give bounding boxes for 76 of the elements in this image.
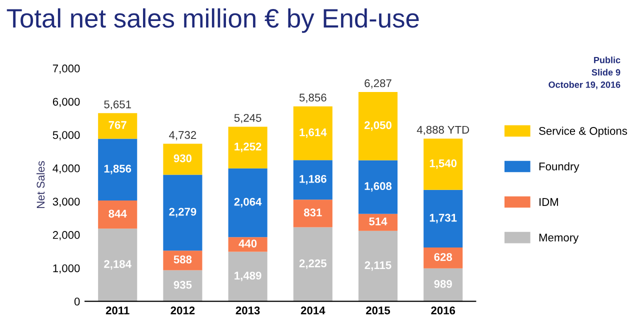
data-label: 2,115 (364, 261, 392, 271)
x-tick-label: 2015 (366, 306, 390, 314)
data-label: 588 (174, 256, 192, 264)
bar (424, 138, 463, 190)
data-label: 1,489 (234, 272, 262, 282)
bar (228, 252, 268, 302)
text: October 19, 2016 (548, 81, 620, 90)
data-label: 1,608 (364, 182, 392, 192)
x-tick-label: 2014 (300, 306, 326, 314)
data-label: 831 (304, 208, 322, 216)
bar (163, 174, 202, 251)
bar (98, 138, 138, 201)
bar (293, 106, 332, 160)
data-label: 628 (434, 253, 452, 261)
bar (293, 227, 332, 302)
bar (98, 113, 138, 139)
data-label: 989 (434, 280, 452, 288)
x-tick-label: 2012 (170, 306, 195, 314)
y-tick-label: 3,000 (52, 198, 80, 207)
bar (293, 200, 332, 228)
bar (358, 160, 398, 214)
data-label: 440 (238, 240, 257, 248)
data-label: 1,540 (430, 159, 457, 169)
text: Public (594, 56, 620, 64)
bar (163, 270, 202, 302)
total-label: 4,888 YTD (416, 126, 470, 136)
y-tick-label: 0 (74, 298, 80, 306)
bar (293, 160, 332, 200)
total-label: 5,651 (104, 100, 131, 110)
data-label: 514 (369, 218, 388, 226)
data-label: 2,225 (299, 259, 326, 269)
bar (358, 92, 398, 160)
data-label: 2,279 (169, 208, 196, 218)
total-label: 6,287 (364, 79, 392, 88)
bar (424, 190, 463, 248)
legend-label: Service & Options (539, 126, 628, 138)
bar (228, 237, 268, 252)
data-label: 1,186 (300, 174, 326, 184)
bar (228, 168, 268, 238)
data-label: 1,856 (104, 164, 132, 174)
data-label: 844 (108, 210, 127, 218)
y-tick-label: 2,000 (52, 231, 80, 240)
data-label: 2,064 (234, 198, 262, 208)
total-label: 4,732 (169, 131, 196, 140)
bar (358, 214, 398, 231)
total-label: 5,856 (299, 94, 326, 103)
bar (163, 144, 202, 175)
data-label: 935 (174, 280, 192, 289)
bar (424, 248, 463, 268)
data-label: 2,050 (364, 121, 392, 131)
text: Slide 9 (592, 68, 620, 76)
y-tick-label: 1,000 (53, 264, 80, 274)
legend-label: Memory (539, 234, 579, 244)
data-label: 1,731 (430, 214, 457, 224)
bar (228, 126, 268, 168)
legend-label: IDM (540, 198, 558, 206)
y-tick-label: 4,000 (52, 164, 80, 174)
bar (98, 200, 138, 229)
data-label: 2,184 (104, 260, 132, 270)
bar (358, 230, 398, 302)
y-tick-label: 7,000 (52, 64, 80, 74)
data-label: 1,614 (300, 128, 327, 138)
x-tick-label: 2013 (236, 306, 260, 314)
data-label: 767 (108, 121, 126, 129)
data-label: 930 (174, 154, 192, 162)
y-axis-title: Net Sales (36, 161, 45, 208)
bar (424, 268, 463, 302)
y-tick-label: 6,000 (52, 98, 80, 108)
data-label: 1,252 (234, 142, 262, 152)
y-tick-label: 5,000 (52, 131, 80, 140)
x-tick-label: 2011 (106, 306, 130, 314)
bar (98, 228, 138, 302)
chart-title: Total net sales million € by End-use (6, 8, 419, 33)
x-tick-label: 2016 (431, 306, 456, 314)
total-label: 5,245 (234, 114, 262, 124)
legend-label: Foundry (539, 162, 580, 173)
